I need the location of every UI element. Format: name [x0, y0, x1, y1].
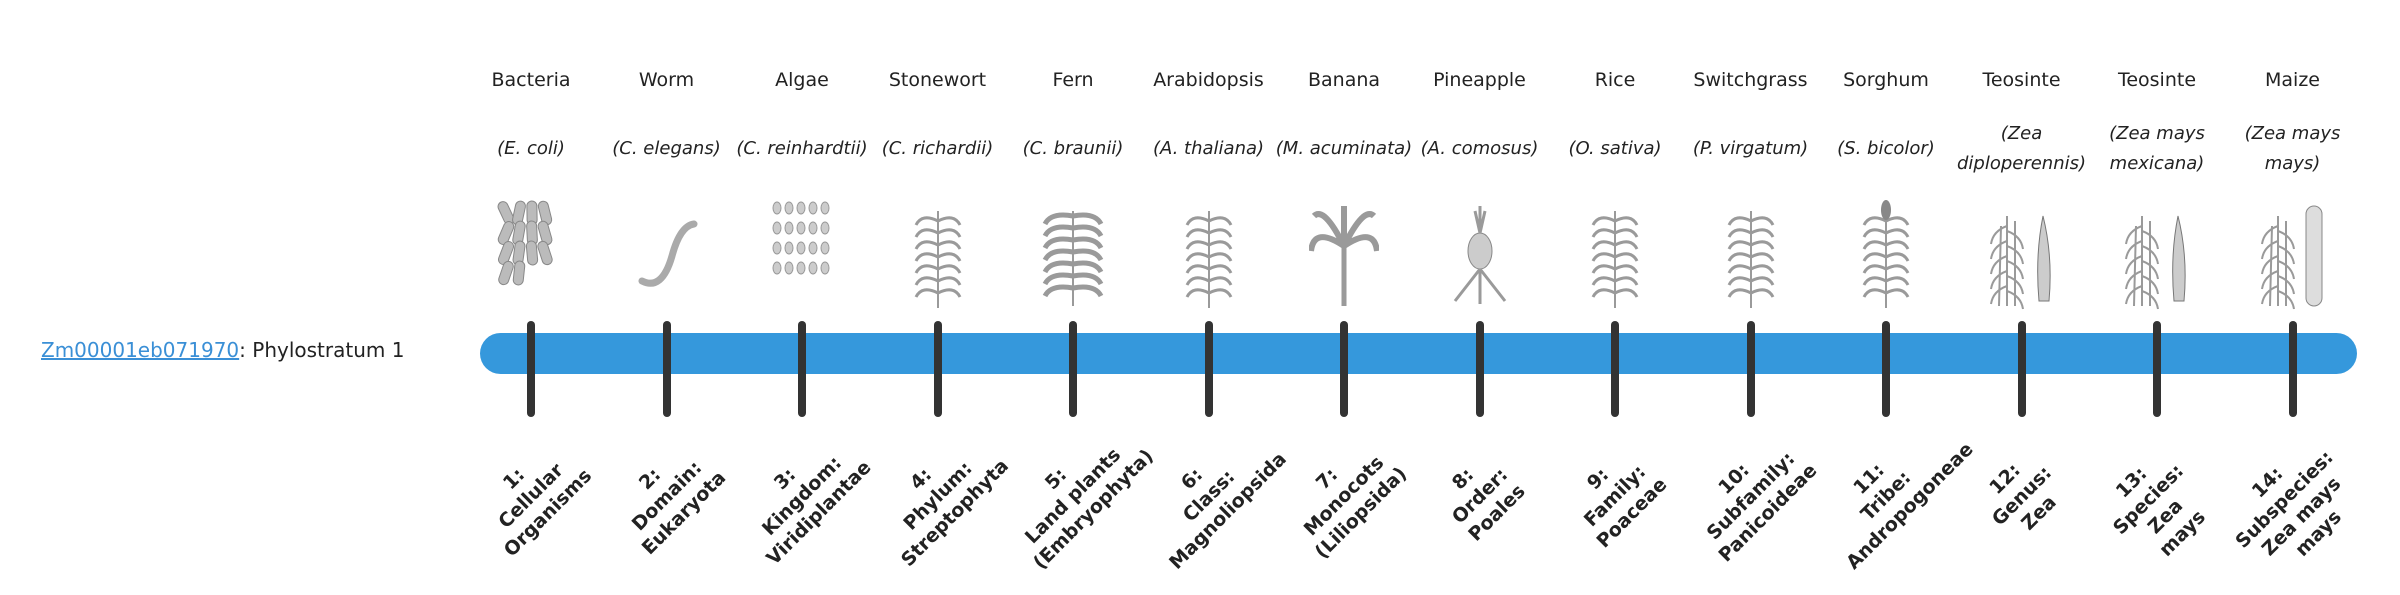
stratum-label: 4: Phylum: Streptophyta	[859, 418, 1016, 575]
organism-common-name: Switchgrass	[1693, 69, 1808, 91]
stratum-label: 1: Cellular Organisms	[453, 418, 610, 575]
arabidopsis-icon	[1139, 192, 1279, 317]
stratum-tick	[2017, 321, 2026, 417]
maize-icon	[2223, 192, 2363, 317]
organism-common-name: Sorghum	[1843, 69, 1929, 91]
stratum-label: 12: Genus: Zea	[1943, 418, 2100, 575]
teosinte-icon	[1952, 192, 2092, 317]
stratum-label: 10: Subfamily: Panicoideae	[1672, 418, 1829, 575]
organism-latin-name: (Zea mays mays)	[2244, 123, 2341, 174]
organism-latin-name: (Zea mays mexicana)	[2109, 123, 2205, 174]
organism-column: Fern (C. braunii)	[1003, 66, 1143, 317]
organism-common-name: Teosinte	[1982, 69, 2061, 91]
stratum-tick	[662, 321, 671, 417]
organism-column: Sorghum (S. bicolor)	[1816, 66, 1956, 317]
stratum-tick	[1611, 321, 1619, 417]
stratum-label: 3: Kingdom: Viridiplantae	[724, 418, 881, 575]
switchgrass-icon	[1681, 192, 1821, 317]
organism-common-name: Pineapple	[1433, 69, 1526, 91]
stratum-tick	[2288, 321, 2297, 417]
organism-latin-name: (A. comosus)	[1420, 138, 1539, 159]
stratum-label: 7: Monocots (Liliopsida)	[1266, 418, 1423, 575]
organism-latin-name: (Zea diploperennis)	[1956, 123, 2087, 174]
stratum-label: 6: Class: Magnoliopsida	[1130, 418, 1291, 575]
organism-column: Teosinte (Zea diploperennis)	[1952, 66, 2092, 317]
organism-column: Worm (C. elegans)	[597, 66, 737, 317]
rice-icon	[1545, 192, 1685, 317]
stratum-tick	[1746, 321, 1755, 417]
stratum-tick	[1069, 321, 1077, 417]
organism-common-name: Worm	[638, 69, 695, 91]
organism-column: Maize (Zea mays mays)	[2223, 66, 2363, 317]
banana-icon	[1274, 192, 1414, 317]
organism-common-name: Bacteria	[491, 69, 571, 91]
organism-latin-name: (C. elegans)	[612, 138, 721, 159]
stratum-tick	[1340, 321, 1348, 417]
organism-common-name: Teosinte	[2117, 69, 2197, 91]
pineapple-icon	[1410, 192, 1550, 317]
phylostrata-bar	[480, 333, 2357, 374]
stratum-tick	[527, 321, 535, 417]
stratum-label: 5: Land plants (Embryophyta)	[995, 418, 1158, 575]
stratum-label: 11: Tribe: Andropogoneae	[1808, 418, 1978, 575]
gene-link[interactable]: Zm00001eb071970	[41, 338, 240, 362]
organism-common-name: Arabidopsis	[1153, 69, 1264, 91]
organism-common-name: Rice	[1594, 69, 1636, 91]
stonewort-icon	[868, 192, 1008, 317]
organism-latin-name: (C. richardii)	[881, 138, 994, 159]
stratum-tick	[1882, 321, 1890, 417]
algae-icon	[732, 192, 872, 317]
teosinte-icon	[2087, 192, 2227, 317]
stratum-tick	[1475, 321, 1484, 417]
organism-column: Switchgrass (P. virgatum)	[1681, 66, 1821, 317]
stratum-label: 8: Order: Poales	[1401, 418, 1558, 575]
organism-common-name: Stonewort	[888, 69, 987, 91]
organism-latin-name: (E. coli)	[497, 138, 565, 159]
organism-latin-name: (C. braunii)	[1022, 138, 1124, 159]
stratum-tick	[1204, 321, 1213, 417]
bacteria-icon	[461, 192, 601, 317]
stratum-tick	[933, 321, 942, 417]
organism-latin-name: (A. thaliana)	[1152, 138, 1265, 159]
organism-column: Stonewort (C. richardii)	[868, 66, 1008, 317]
organism-column: Arabidopsis (A. thaliana)	[1139, 66, 1279, 317]
organism-latin-name: (O. sativa)	[1568, 138, 1662, 159]
organism-column: Pineapple (A. comosus)	[1410, 66, 1550, 317]
sorghum-icon	[1816, 192, 1956, 317]
organism-column: Bacteria (E. coli)	[461, 66, 601, 317]
organism-latin-name: (P. virgatum)	[1692, 138, 1809, 159]
stratum-tick	[798, 321, 806, 417]
stratum-label: 9: Family: Poaceae	[1537, 418, 1694, 575]
phylostratum-text: : Phylostratum 1	[239, 338, 405, 362]
stratum-label: 14: Subspecies: Zea mays mays	[2206, 421, 2380, 595]
fern-icon	[1003, 192, 1143, 317]
organism-latin-name: (M. acuminata)	[1275, 138, 1413, 159]
organism-common-name: Fern	[1052, 69, 1094, 91]
gene-label: Zm00001eb071970: Phylostratum 1	[41, 338, 404, 362]
worm-icon	[597, 192, 737, 317]
stratum-label: 13: Species: Zea mays	[2070, 421, 2244, 595]
organism-latin-name: (C. reinhardtii)	[736, 138, 868, 159]
organism-column: Algae (C. reinhardtii)	[732, 66, 872, 317]
organism-column: Banana (M. acuminata)	[1274, 66, 1414, 317]
organism-common-name: Algae	[775, 69, 829, 91]
organism-column: Rice (O. sativa)	[1545, 66, 1685, 317]
stratum-tick	[2153, 321, 2161, 417]
organism-common-name: Maize	[2265, 69, 2320, 91]
organism-latin-name: (S. bicolor)	[1837, 138, 1935, 159]
organism-common-name: Banana	[1307, 69, 1381, 91]
organism-column: Teosinte (Zea mays mexicana)	[2087, 66, 2227, 317]
stratum-label: 2: Domain: Eukaryota	[588, 418, 745, 575]
